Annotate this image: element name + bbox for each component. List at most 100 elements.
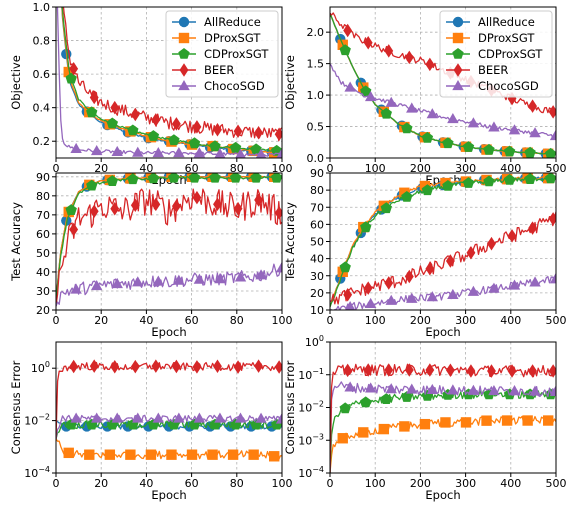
marker-ChocoSGD [529, 127, 541, 138]
legend-label-BEER: BEER [204, 63, 234, 77]
marker-BEER [110, 100, 120, 115]
y-tick-label: 50 [36, 247, 50, 260]
y-tick-label: 20 [310, 287, 324, 300]
y-tick-label: 80 [36, 190, 50, 203]
marker-ChocoSGD [345, 300, 356, 310]
marker-ChocoSGD [90, 280, 103, 291]
y-tick-label: 30 [36, 285, 50, 298]
marker-CDProxSGT [339, 402, 351, 414]
x-tick-label: 80 [230, 162, 244, 175]
marker-ChocoSGD [549, 129, 556, 141]
marker-BEER [528, 221, 537, 235]
legend-marker-BEER [453, 63, 463, 77]
axes-frame [55, 172, 283, 311]
marker-ChocoSGD [173, 412, 185, 423]
y-tick-label: 10−3 [298, 432, 324, 447]
marker-BEER [89, 204, 99, 218]
y-tick-label: 1.0 [33, 1, 51, 14]
y-tick-label: 100 [31, 360, 50, 375]
marker-BEER [404, 269, 414, 284]
marker-CDProxSGT [462, 177, 475, 188]
axes-frame [55, 341, 283, 474]
marker-BEER [69, 62, 79, 76]
x-tick-label: 500 [546, 162, 567, 175]
x-tick-label: 300 [455, 162, 476, 175]
marker-CDProxSGT [360, 396, 372, 408]
marker-BEER [466, 364, 476, 378]
marker-ChocoSGD [255, 148, 267, 158]
marker-BEER [171, 359, 181, 374]
x-tick-label: 0 [327, 477, 334, 490]
legend-label-AllReduce: AllReduce [204, 15, 261, 29]
marker-CDProxSGT [545, 147, 556, 158]
y-tick-label: 100 [305, 334, 324, 349]
marker-BEER [213, 197, 222, 212]
marker-ChocoSGD [111, 277, 123, 289]
marker-ChocoSGD [385, 96, 397, 107]
series-line-ChocoSGD [56, 263, 282, 307]
marker-ChocoSGD [111, 145, 123, 157]
x-tick-label: 40 [139, 162, 153, 175]
marker-BEER [213, 359, 222, 374]
marker-BEER [233, 124, 243, 139]
y-tick-label: 10−2 [298, 400, 324, 415]
y-tick-label: 30 [310, 270, 324, 283]
marker-ChocoSGD [173, 274, 185, 285]
marker-BEER [343, 287, 353, 302]
marker-DProxSGT [358, 427, 369, 438]
marker-ChocoSGD [234, 271, 247, 282]
marker-DProxSGT [125, 449, 136, 460]
marker-CDProxSGT [380, 393, 392, 404]
marker-BEER [254, 193, 263, 207]
x-tick-label: 20 [94, 162, 108, 175]
y-tick-label: 20 [36, 304, 50, 317]
marker-BEER [192, 360, 202, 374]
marker-CDProxSGT [250, 143, 262, 155]
y-axis-label: Consensus Error [9, 360, 23, 454]
marker-BEER [466, 246, 476, 260]
x-tick-label: 200 [410, 314, 431, 327]
marker-BEER [274, 206, 282, 220]
marker-BEER [363, 281, 373, 295]
marker-ChocoSGD [275, 413, 282, 424]
y-axis-label: Objective [283, 55, 297, 110]
marker-BEER [343, 23, 353, 38]
panel-cons-left: 0 20 40 60 80 100 10−4 10−2 100 Epoch Consensus Er… [9, 341, 293, 502]
marker-DProxSGT [186, 449, 198, 460]
marker-ChocoSGD [426, 383, 439, 395]
series-line-BEER [62, 7, 282, 142]
marker-BEER [487, 236, 496, 251]
marker-BEER [528, 99, 537, 113]
panel-acc-right: 0 100 200 300 400 500 10 20 30 40 50 60 70 80 90 Epoch T… [283, 167, 567, 339]
legend-label-BEER: BEER [478, 63, 508, 77]
x-tick-label: 0 [327, 314, 334, 327]
legend-label-DProxSGT: DProxSGT [204, 31, 261, 45]
marker-BEER [151, 113, 161, 127]
marker-CDProxSGT [168, 173, 180, 183]
panel-cons-right: 0 100 200 300 400 500 10−4 10−3 10−2 10−1 100 Epoch… [283, 334, 567, 502]
x-tick-label: 0 [53, 314, 60, 327]
marker-ChocoSGD [406, 292, 418, 303]
marker-CDProxSGT [339, 44, 351, 56]
marker-DProxSGT [84, 449, 95, 460]
marker-CDProxSGT [188, 173, 201, 183]
marker-BEER [445, 363, 455, 378]
marker-BEER [363, 363, 373, 377]
marker-CDProxSGT [65, 204, 77, 215]
marker-BEER [425, 261, 435, 276]
x-tick-label: 300 [455, 314, 476, 327]
marker-DProxSGT [460, 417, 472, 428]
marker-CDProxSGT [442, 180, 454, 191]
marker-BEER [548, 364, 556, 378]
marker-ChocoSGD [90, 144, 103, 156]
y-tick-label: 10 [310, 304, 324, 317]
marker-BEER [363, 35, 373, 50]
x-tick-label: 400 [500, 477, 521, 490]
marker-CDProxSGT [524, 173, 536, 184]
marker-DProxSGT [166, 449, 177, 460]
marker-ChocoSGD [275, 262, 282, 273]
marker-BEER [487, 364, 496, 378]
y-tick-label: 10−4 [298, 465, 324, 480]
marker-CDProxSGT [401, 122, 413, 134]
